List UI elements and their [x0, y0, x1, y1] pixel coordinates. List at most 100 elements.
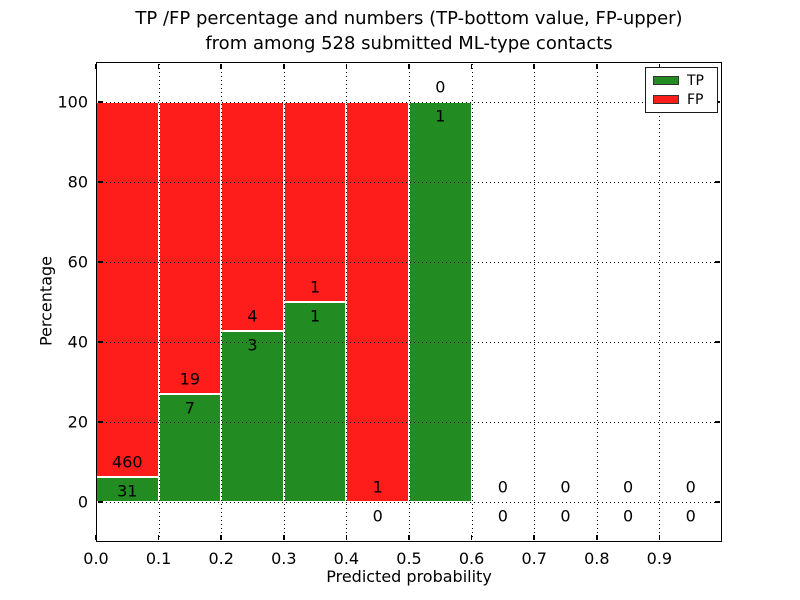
bar-label-tp-9: 0 [685, 506, 696, 526]
x-tick-label-0.0: 0.0 [83, 549, 109, 568]
x-tick-label-0.2: 0.2 [208, 549, 234, 568]
y-tick-label-60: 60 [67, 252, 88, 272]
y-tick-label-80: 80 [67, 172, 88, 192]
tick-top-0.9 [658, 63, 661, 69]
gridline-x-0.3 [283, 63, 285, 541]
tp-color-swatch [653, 76, 679, 85]
gridline-x-0.1 [158, 63, 160, 541]
x-tick-label-0.6: 0.6 [458, 549, 485, 568]
tick-top-0 [95, 63, 97, 69]
bar-fp-segment-3 [283, 102, 347, 302]
x-tick-label-0.8: 0.8 [584, 549, 610, 568]
gridline-x-0.5 [409, 63, 410, 541]
gridline-y-80 [97, 182, 721, 183]
bar-label-fp-2: 4 [247, 306, 258, 326]
legend: TP FP [645, 67, 718, 113]
x-tick-label-0.5: 0.5 [396, 549, 422, 568]
tick-bottom-0 [95, 535, 97, 541]
tick-top-0.8 [596, 63, 598, 69]
gridline-x-0.9 [659, 63, 661, 541]
gridline-y-40 [97, 342, 721, 343]
tick-bottom-0.3 [283, 535, 285, 541]
bar-fp-segment-1 [158, 102, 222, 395]
gridline-x-0.8 [596, 63, 598, 541]
gridline-y-20 [97, 422, 721, 423]
tick-bottom-0.8 [596, 535, 598, 541]
bar-label-fp-8: 0 [623, 477, 634, 497]
tick-left-0 [97, 501, 103, 503]
bar-fp-segment-0 [96, 102, 159, 477]
tick-bottom-0.7 [533, 535, 535, 541]
gridline-x-0.4 [346, 63, 348, 541]
tick-bottom-0.9 [658, 535, 661, 541]
tick-top-0.3 [283, 63, 285, 69]
gridline-x-0 [96, 63, 97, 541]
y-tick-label-0: 0 [77, 492, 88, 512]
bar-label-tp-7: 0 [560, 506, 571, 526]
bar-tp-segment-5 [409, 102, 472, 502]
tick-left-100 [97, 101, 103, 103]
bar-tp-segment-0 [96, 476, 159, 502]
tick-top-0.6 [470, 63, 473, 69]
tick-bottom-0.1 [157, 535, 160, 541]
bar-label-tp-1: 7 [184, 398, 195, 418]
tick-top-0.4 [345, 63, 348, 69]
bar-label-fp-5: 0 [435, 77, 446, 97]
x-tick-label-0.3: 0.3 [271, 549, 297, 568]
bar-label-tp-5: 1 [435, 106, 446, 126]
gridline-x-0.7 [534, 63, 536, 541]
tick-bottom-0.6 [470, 535, 473, 541]
tick-right-20 [715, 421, 721, 423]
tick-left-40 [97, 341, 103, 343]
bar-tp-segment-1 [158, 394, 222, 502]
x-tick-label-0.9: 0.9 [646, 549, 673, 568]
tick-top-0.1 [157, 63, 160, 69]
bar-label-fp-0: 460 [112, 452, 143, 472]
legend-item-tp: TP [653, 74, 710, 88]
chart-title-line1: TP /FP percentage and numbers (TP-bottom… [135, 8, 683, 29]
bar-tp-segment-3 [283, 302, 347, 502]
bar-label-fp-9: 0 [685, 477, 696, 497]
x-tick-label-0.4: 0.4 [333, 549, 360, 568]
bar-label-fp-6: 0 [497, 477, 508, 497]
tick-right-0 [715, 501, 721, 503]
y-tick-label-100: 100 [57, 92, 88, 112]
x-tick-label-0.7: 0.7 [521, 549, 547, 568]
legend-label-fp: FP [687, 91, 704, 108]
tick-right-60 [715, 261, 721, 263]
bar-label-tp-6: 0 [497, 506, 508, 526]
gridline-y-60 [97, 262, 721, 263]
gridline-x-0.2 [221, 63, 223, 541]
bar-tp-segment-2 [221, 330, 284, 502]
bar-label-fp-1: 19 [179, 369, 201, 389]
fp-color-swatch [653, 95, 679, 104]
chart-title-line2: from among 528 submitted ML-type contact… [205, 33, 613, 54]
bar-label-tp-2: 3 [247, 335, 258, 355]
tick-right-40 [715, 341, 721, 343]
gridline-y-100 [97, 102, 721, 103]
gridline-y-0 [97, 502, 721, 503]
chart-title: TP /FP percentage and numbers (TP-bottom… [96, 6, 722, 56]
tick-bottom-0.5 [408, 535, 410, 541]
y-tick-label-40: 40 [67, 332, 88, 352]
tick-top-0.7 [533, 63, 535, 69]
bar-fp-segment-4 [346, 102, 409, 502]
bar-label-tp-8: 0 [623, 506, 634, 526]
tick-right-80 [715, 181, 721, 183]
legend-item-fp: FP [653, 93, 710, 107]
tick-bottom-0.2 [220, 535, 222, 541]
tick-left-60 [97, 261, 103, 263]
bar-label-fp-4: 1 [372, 477, 383, 497]
bar-label-tp-4: 0 [372, 506, 383, 526]
x-tick-label-0.1: 0.1 [145, 549, 172, 568]
tick-left-80 [97, 181, 103, 183]
tick-left-20 [97, 421, 103, 423]
bar-label-tp-0: 31 [117, 481, 138, 501]
bar-label-fp-3: 1 [310, 277, 321, 297]
y-tick-label-20: 20 [67, 412, 88, 432]
bar-fp-segment-2 [221, 102, 284, 331]
x-axis-label: Predicted probability [326, 567, 492, 586]
tick-top-0.5 [408, 63, 410, 69]
